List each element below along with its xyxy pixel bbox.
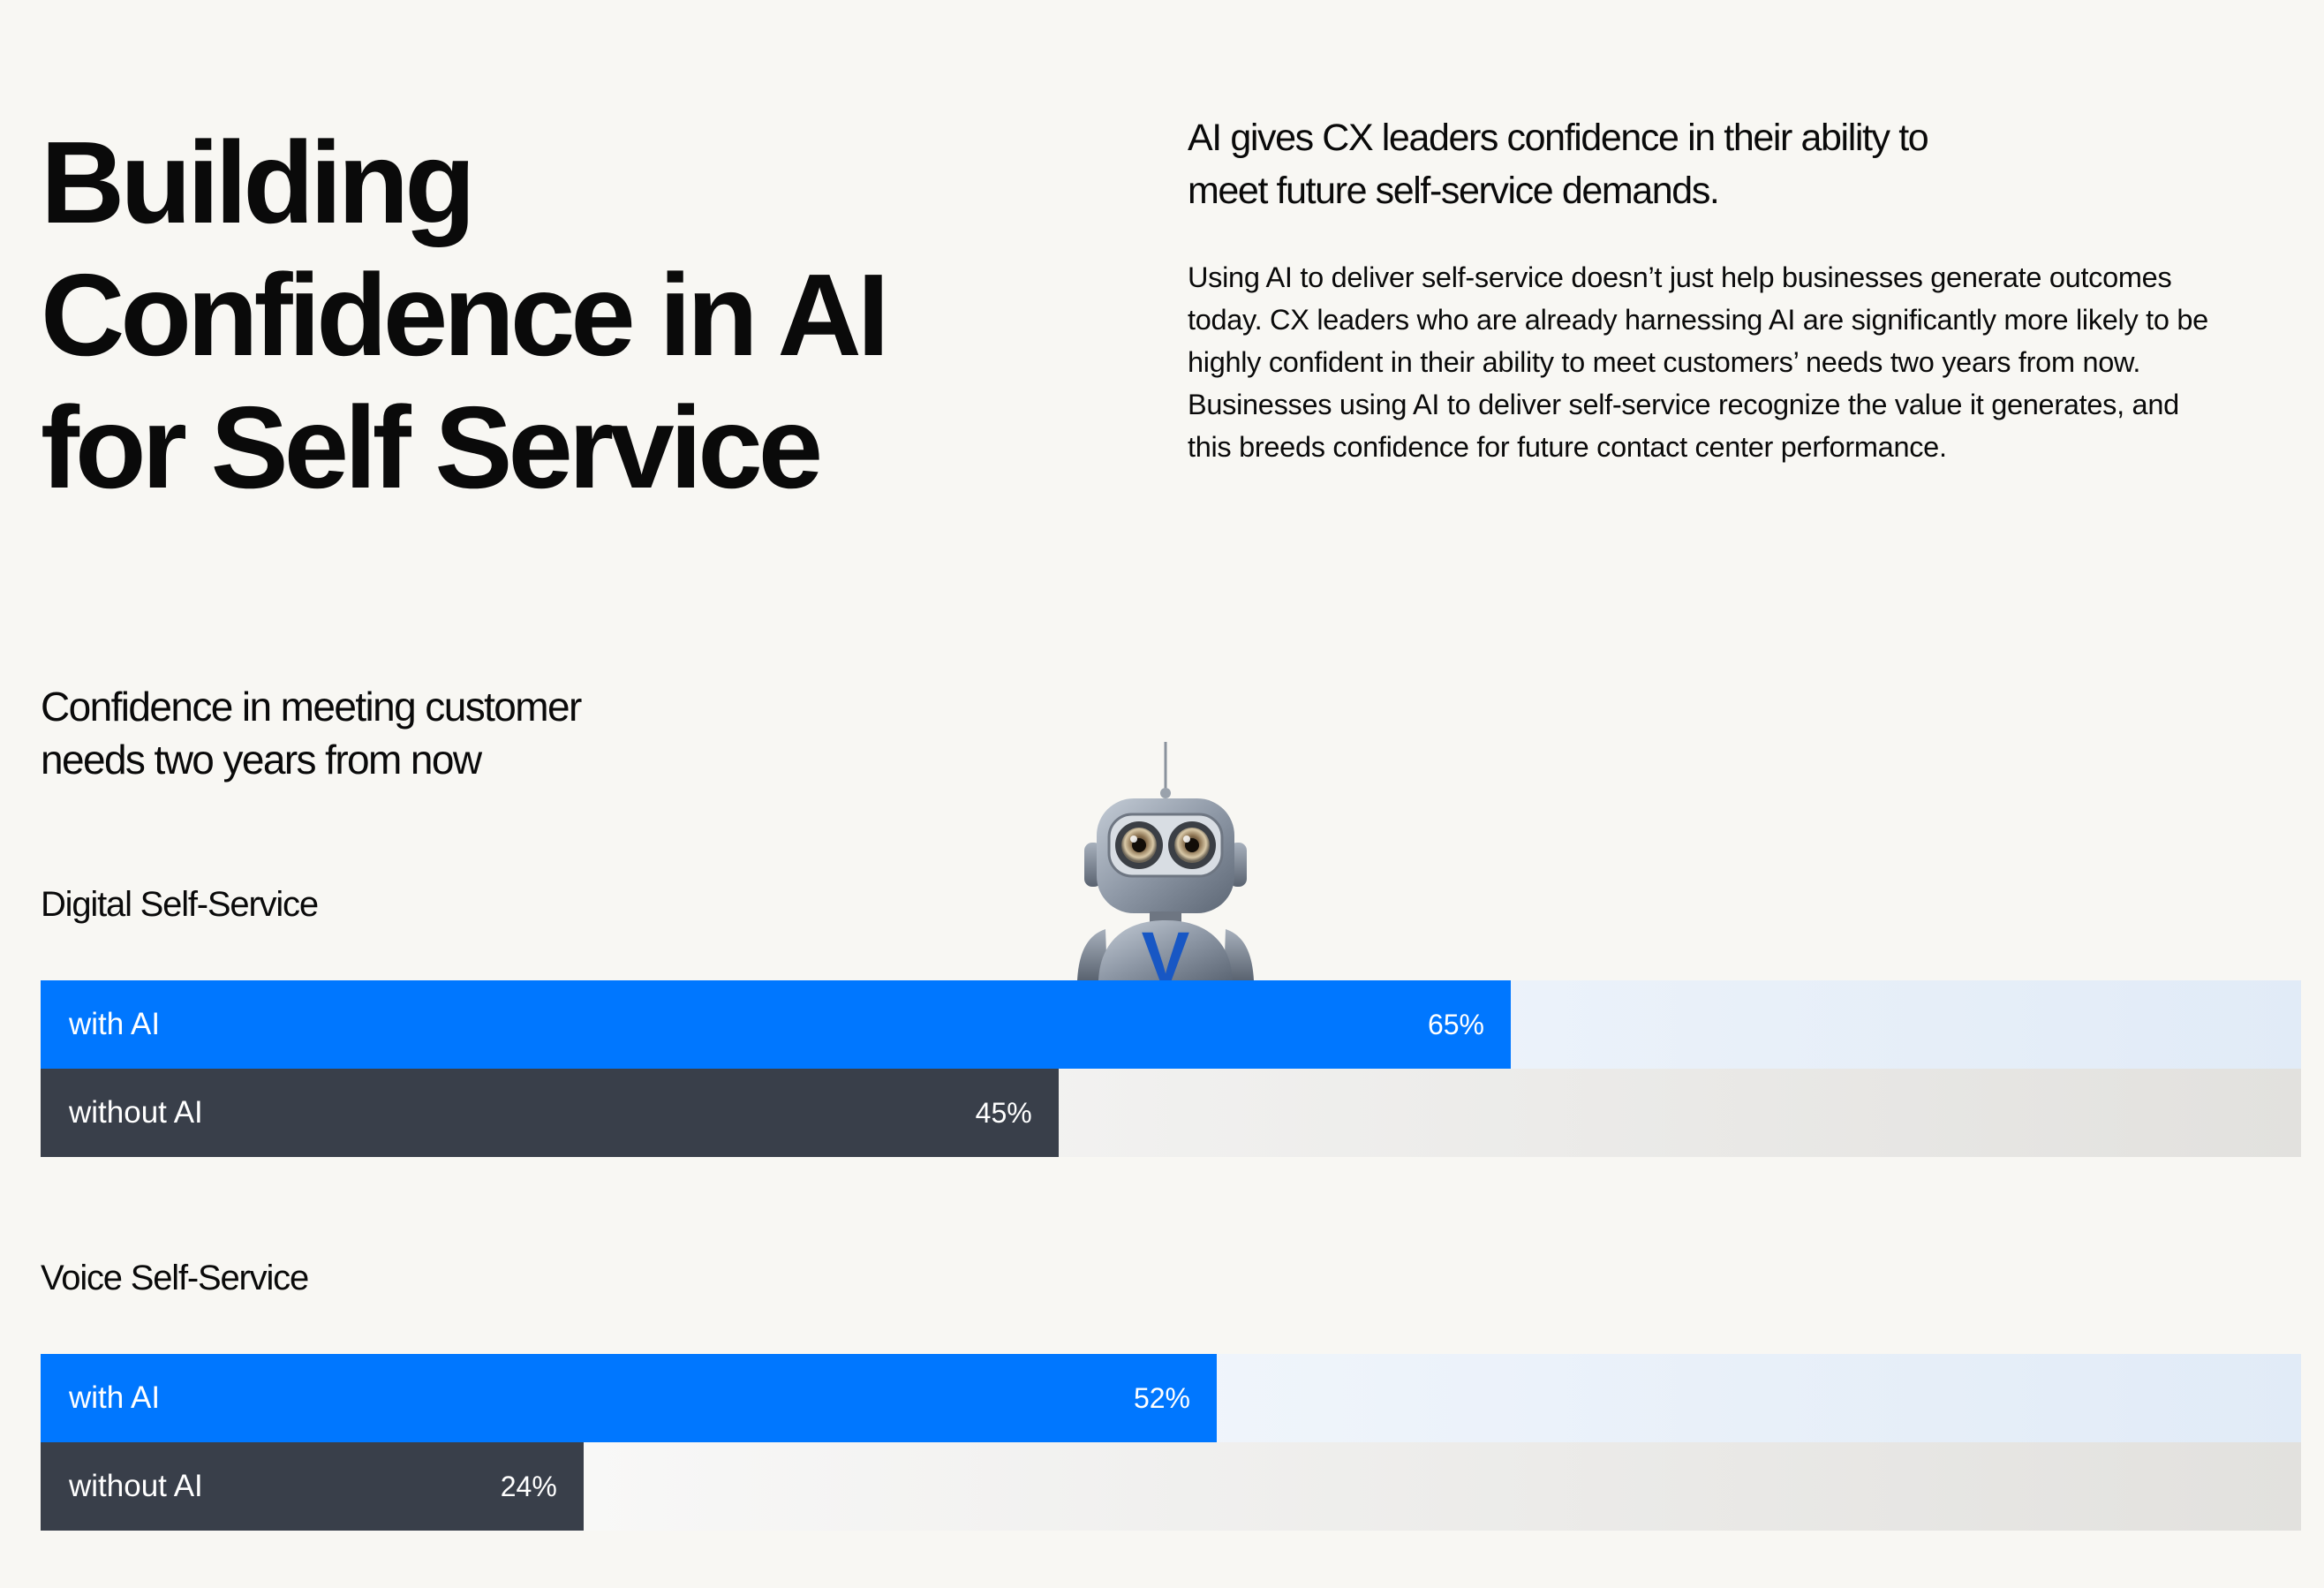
- bar-label-digital-with-ai: with AI: [69, 1007, 161, 1041]
- chart-title-line: needs two years from now: [41, 737, 482, 783]
- body-line: today. CX leaders who are already harnes…: [1188, 304, 2208, 336]
- bar-track-digital-without-ai: without AI 45%: [41, 1069, 2301, 1157]
- lead-line: AI gives CX leaders confidence in their …: [1188, 117, 1929, 159]
- lead-text: AI gives CX leaders confidence in their …: [1188, 111, 2071, 217]
- bar-label-digital-without-ai: without AI: [69, 1095, 203, 1130]
- robot-badge-letter: V: [1142, 918, 1190, 980]
- page-title-line: Confidence in AI: [41, 250, 889, 380]
- bar-digital-with-ai: with AI 65%: [41, 980, 1511, 1069]
- bar-value-voice-without-ai: 24%: [500, 1471, 557, 1502]
- bar-digital-without-ai: without AI 45%: [41, 1069, 1059, 1157]
- lead-line: meet future self-service demands.: [1188, 170, 1720, 212]
- bar-value-digital-without-ai: 45%: [975, 1097, 1032, 1129]
- chart-title-line: Confidence in meeting customer: [41, 684, 582, 730]
- body-line: Using AI to deliver self-service doesn’t…: [1188, 261, 2172, 293]
- bar-voice-with-ai: with AI 52%: [41, 1354, 1217, 1442]
- body-line: this breeds confidence for future contac…: [1188, 431, 1947, 463]
- bar-value-voice-with-ai: 52%: [1133, 1382, 1190, 1414]
- page-title: Building Confidence in AI for Self Servi…: [41, 117, 1012, 514]
- robot-mascot-icon: V: [1077, 742, 1254, 980]
- group-label-voice: Voice Self-Service: [41, 1259, 309, 1297]
- bar-track-digital-with-ai: with AI 65%: [41, 980, 2301, 1069]
- bar-voice-without-ai: without AI 24%: [41, 1442, 584, 1531]
- body-line: highly confident in their ability to mee…: [1188, 346, 2141, 378]
- chart-title: Confidence in meeting customer needs two…: [41, 680, 835, 786]
- bar-label-voice-with-ai: with AI: [69, 1380, 161, 1415]
- body-line: Businesses using AI to deliver self-serv…: [1188, 389, 2179, 420]
- bar-track-voice-without-ai: without AI 24%: [41, 1442, 2301, 1531]
- page-title-line: for Self Service: [41, 382, 823, 512]
- group-label-digital: Digital Self-Service: [41, 885, 319, 924]
- page-title-line: Building: [41, 117, 476, 247]
- body-paragraph: Using AI to deliver self-service doesn’t…: [1188, 256, 2309, 468]
- bar-label-voice-without-ai: without AI: [69, 1469, 203, 1503]
- bar-value-digital-with-ai: 65%: [1427, 1009, 1484, 1040]
- bar-track-voice-with-ai: with AI 52%: [41, 1354, 2301, 1442]
